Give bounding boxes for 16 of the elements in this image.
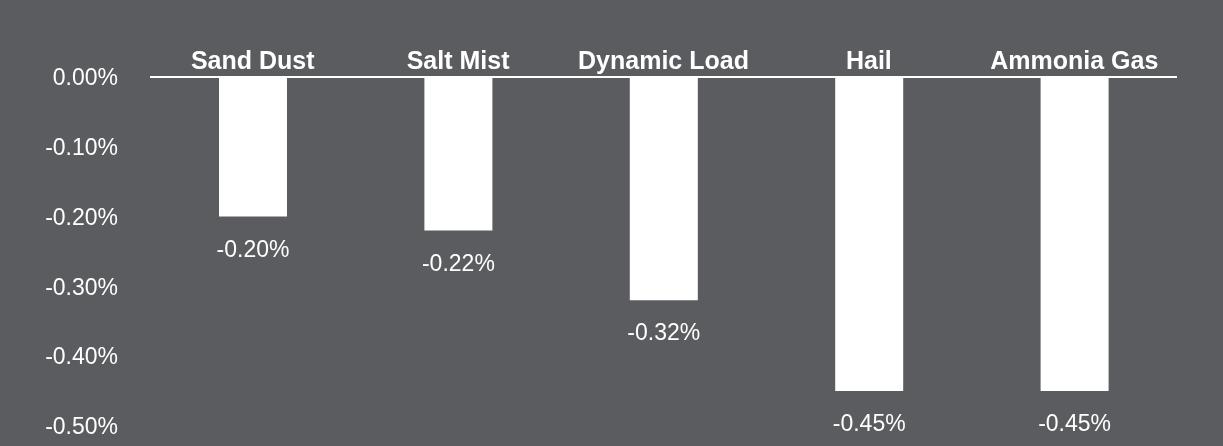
data-label: -0.32% xyxy=(627,319,701,346)
data-label: -0.45% xyxy=(1038,410,1112,437)
data-label: -0.20% xyxy=(216,235,290,262)
y-tick-label: -0.40% xyxy=(45,343,118,370)
y-tick-label: -0.50% xyxy=(45,413,118,440)
x-tick-label: Hail xyxy=(845,46,892,74)
x-tick-label: Ammonia Gas xyxy=(990,46,1159,74)
data-label: -0.45% xyxy=(832,410,906,437)
y-tick-label: -0.10% xyxy=(45,133,118,160)
x-tick-label: Dynamic Load xyxy=(578,46,749,74)
x-tick-label: Salt Mist xyxy=(406,46,511,74)
data-label: -0.22% xyxy=(421,249,495,276)
x-tick-label: Sand Dust xyxy=(190,46,316,74)
y-tick-label: -0.30% xyxy=(45,273,118,300)
y-tick-label: -0.20% xyxy=(45,203,118,230)
y-tick-label: 0.00% xyxy=(52,64,118,91)
